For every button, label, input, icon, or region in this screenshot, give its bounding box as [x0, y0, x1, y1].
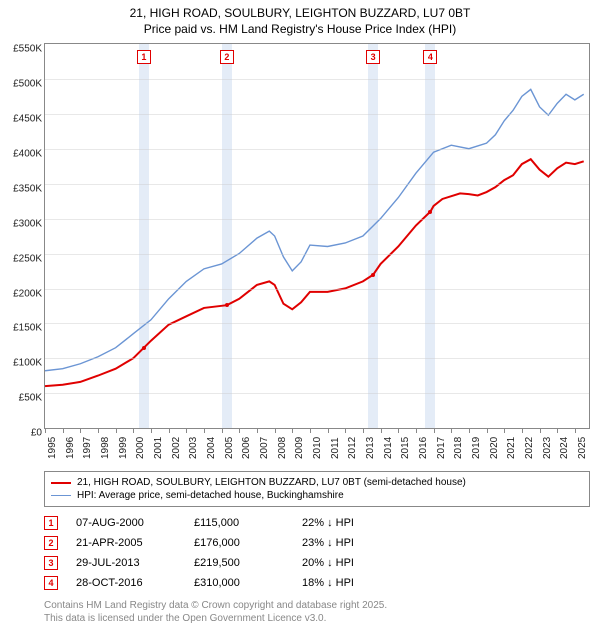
transaction-flag: 4	[423, 50, 437, 64]
chart-title: 21, HIGH ROAD, SOULBURY, LEIGHTON BUZZAR…	[0, 0, 600, 37]
tx-price: £310,000	[194, 577, 284, 589]
x-tick-label: 2003	[188, 437, 199, 459]
y-tick-label: £0	[2, 428, 42, 439]
x-tick-label: 2004	[206, 437, 217, 459]
tx-delta: 18% ↓ HPI	[302, 577, 392, 589]
transaction-flag: 1	[137, 50, 151, 64]
y-tick-label: £550K	[2, 44, 42, 55]
legend-swatch	[51, 482, 71, 484]
tx-flag: 3	[44, 556, 58, 570]
y-tick-label: £100K	[2, 358, 42, 369]
table-row: 3 29-JUL-2013 £219,500 20% ↓ HPI	[44, 553, 590, 573]
x-tick-label: 1997	[82, 437, 93, 459]
x-tick-label: 2015	[400, 437, 411, 459]
tx-delta: 22% ↓ HPI	[302, 517, 392, 529]
tx-price: £176,000	[194, 537, 284, 549]
y-tick-label: £500K	[2, 79, 42, 90]
x-tick-label: 2007	[259, 437, 270, 459]
x-tick-label: 2006	[241, 437, 252, 459]
x-axis-labels: 1995 1996 1997 1998 1999 2000 2001 2002 2003 2004…	[44, 429, 590, 463]
legend-label: HPI: Average price, semi-detached house,…	[77, 490, 344, 501]
tx-delta: 20% ↓ HPI	[302, 557, 392, 569]
x-tick-label: 2011	[330, 438, 341, 460]
series-line	[45, 90, 584, 371]
footnote: Contains HM Land Registry data © Crown c…	[44, 599, 590, 625]
legend-row: HPI: Average price, semi-detached house,…	[51, 489, 583, 502]
x-tick-label: 2001	[153, 437, 164, 459]
y-tick-label: £200K	[2, 288, 42, 299]
x-tick-label: 2021	[506, 437, 517, 459]
legend: 21, HIGH ROAD, SOULBURY, LEIGHTON BUZZAR…	[44, 471, 590, 507]
x-tick-label: 1998	[100, 437, 111, 459]
x-tick-label: 2017	[436, 437, 447, 459]
transaction-marker	[371, 273, 375, 277]
tx-delta: 23% ↓ HPI	[302, 537, 392, 549]
x-tick-label: 2016	[418, 437, 429, 459]
table-row: 1 07-AUG-2000 £115,000 22% ↓ HPI	[44, 513, 590, 533]
x-tick-label: 2005	[224, 437, 235, 459]
x-tick-label: 2019	[471, 437, 482, 459]
x-tick-label: 2009	[294, 437, 305, 459]
x-tick-label: 2002	[171, 437, 182, 459]
y-tick-label: £300K	[2, 218, 42, 229]
transaction-flag: 3	[366, 50, 380, 64]
x-tick-label: 2018	[453, 437, 464, 459]
legend-label: 21, HIGH ROAD, SOULBURY, LEIGHTON BUZZAR…	[77, 477, 466, 488]
y-tick-label: £150K	[2, 323, 42, 334]
title-line1: 21, HIGH ROAD, SOULBURY, LEIGHTON BUZZAR…	[4, 6, 596, 22]
tx-price: £219,500	[194, 557, 284, 569]
table-row: 4 28-OCT-2016 £310,000 18% ↓ HPI	[44, 573, 590, 593]
transactions-table: 1 07-AUG-2000 £115,000 22% ↓ HPI 2 21-APR-200…	[44, 513, 590, 593]
legend-row: 21, HIGH ROAD, SOULBURY, LEIGHTON BUZZAR…	[51, 476, 583, 489]
tx-flag: 1	[44, 516, 58, 530]
y-tick-label: £50K	[2, 393, 42, 404]
x-tick-label: 2008	[277, 437, 288, 459]
y-tick-label: £450K	[2, 114, 42, 125]
y-tick-label: £350K	[2, 183, 42, 194]
tx-flag: 4	[44, 576, 58, 590]
y-tick-label: £400K	[2, 148, 42, 159]
footnote-line: This data is licensed under the Open Gov…	[44, 612, 590, 625]
footnote-line: Contains HM Land Registry data © Crown c…	[44, 599, 590, 612]
x-tick-label: 2024	[559, 437, 570, 459]
series-line	[45, 159, 584, 386]
tx-flag: 2	[44, 536, 58, 550]
tx-price: £115,000	[194, 517, 284, 529]
transaction-flag: 2	[220, 50, 234, 64]
legend-swatch	[51, 495, 71, 496]
x-tick-label: 2023	[542, 437, 553, 459]
transaction-marker	[142, 346, 146, 350]
tx-date: 07-AUG-2000	[76, 517, 176, 529]
x-tick-label: 1999	[118, 437, 129, 459]
table-row: 2 21-APR-2005 £176,000 23% ↓ HPI	[44, 533, 590, 553]
tx-date: 21-APR-2005	[76, 537, 176, 549]
x-tick-label: 2014	[383, 437, 394, 459]
line-chart: 1 2 3 4	[44, 43, 590, 429]
x-tick-label: 2013	[365, 437, 376, 459]
transaction-marker	[428, 210, 432, 214]
x-tick-label: 2025	[577, 437, 588, 459]
title-line2: Price paid vs. HM Land Registry's House …	[4, 22, 596, 38]
x-tick-label: 2000	[135, 437, 146, 459]
x-tick-label: 1995	[47, 437, 58, 459]
x-tick-label: 2012	[347, 437, 358, 459]
tx-date: 29-JUL-2013	[76, 557, 176, 569]
x-tick-label: 1996	[65, 437, 76, 459]
tx-date: 28-OCT-2016	[76, 577, 176, 589]
x-tick-label: 2022	[524, 437, 535, 459]
x-tick-label: 2010	[312, 437, 323, 459]
x-tick-label: 2020	[489, 437, 500, 459]
transaction-marker	[225, 303, 229, 307]
y-tick-label: £250K	[2, 253, 42, 264]
